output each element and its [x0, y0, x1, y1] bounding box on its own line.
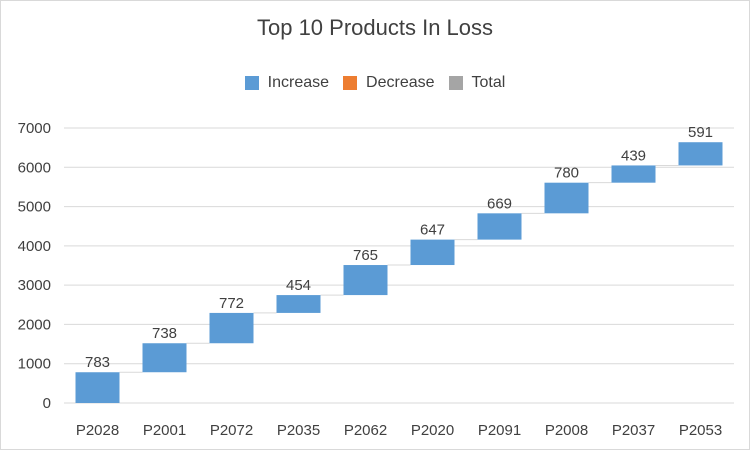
legend-item-decrease: Decrease — [343, 74, 435, 92]
legend-item-increase: Increase — [244, 74, 330, 92]
x-tick-label: P2035 — [277, 422, 320, 439]
y-tick-label: 7000 — [18, 120, 51, 137]
legend-swatch-increase — [244, 76, 259, 90]
data-label: 772 — [219, 295, 244, 312]
y-tick-label: 5000 — [18, 199, 51, 216]
y-tick-label: 6000 — [18, 159, 51, 176]
legend-label-decrease: Decrease — [366, 74, 435, 91]
data-label: 647 — [420, 222, 445, 239]
data-label: 669 — [487, 195, 512, 212]
chart-title: Top 10 Products In Loss — [256, 15, 494, 40]
y-tick-label: 1000 — [18, 356, 51, 373]
y-tick-label: 0 — [43, 395, 51, 412]
x-tick-label: P2001 — [143, 422, 186, 439]
x-tick-label: P2053 — [679, 422, 722, 439]
legend-swatch-total — [448, 76, 463, 90]
bar-P2037 — [611, 165, 656, 183]
legend-swatch-decrease — [343, 76, 358, 90]
legend-item-total: Total — [448, 74, 506, 92]
data-label: 439 — [621, 147, 646, 164]
x-tick-label: P2008 — [545, 422, 588, 439]
data-label: 591 — [688, 124, 713, 141]
data-label: 780 — [554, 165, 579, 182]
data-label: 765 — [353, 247, 378, 264]
bar-P2091 — [477, 213, 522, 240]
x-tick-label: P2020 — [411, 422, 454, 439]
data-label: 783 — [85, 354, 110, 371]
bar-P2035 — [276, 295, 321, 313]
legend-label-total: Total — [471, 74, 506, 91]
data-label: 454 — [286, 277, 311, 294]
bar-P2072 — [209, 312, 254, 344]
bar-P2053 — [678, 142, 723, 166]
bar-P2028 — [75, 372, 120, 403]
data-label: 738 — [152, 325, 177, 342]
y-tick-label: 2000 — [18, 316, 51, 333]
bar-P2062 — [343, 265, 388, 296]
bar-P2008 — [544, 182, 589, 214]
y-tick-label: 4000 — [18, 238, 51, 255]
x-tick-label: P2062 — [344, 422, 387, 439]
x-tick-label: P2091 — [478, 422, 521, 439]
y-tick-label: 3000 — [18, 277, 51, 294]
legend-label-increase: Increase — [267, 74, 330, 91]
bar-P2020 — [410, 239, 455, 266]
x-tick-label: P2028 — [76, 422, 119, 439]
legend: Increase Decrease Total — [1, 71, 749, 95]
x-tick-label: P2072 — [210, 422, 253, 439]
bar-P2001 — [142, 343, 187, 373]
x-tick-label: P2037 — [612, 422, 655, 439]
